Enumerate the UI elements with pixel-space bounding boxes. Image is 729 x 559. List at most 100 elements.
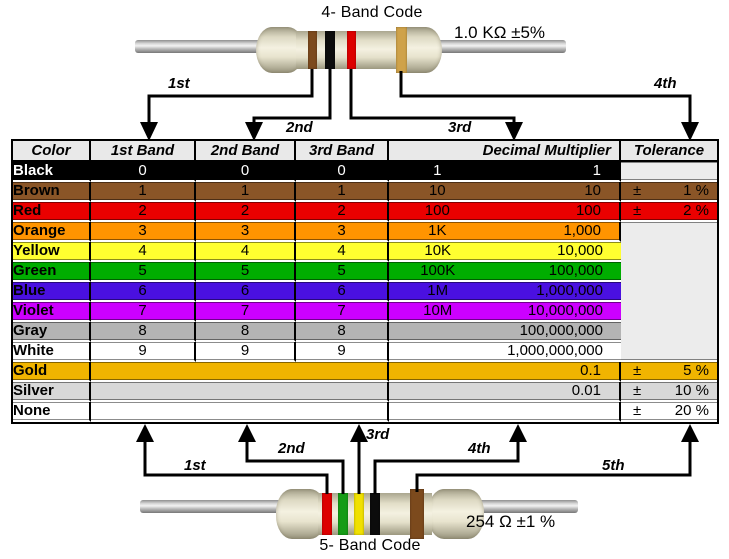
multiplier-abbreviation: 10K	[424, 242, 452, 259]
black-band	[370, 493, 380, 535]
table-row-white: White 9 9 9 1,000,000,000	[13, 342, 717, 362]
top-arrow-2nd	[252, 69, 332, 124]
tolerance-cell: ±1 %	[621, 182, 717, 202]
multiplier-value: 1	[592, 162, 601, 179]
multiplier-value: 1,000,000	[536, 282, 603, 299]
bottom-arrow-label-4th: 4th	[468, 440, 491, 457]
multiplier-abbreviation: 100	[424, 202, 450, 219]
decimal-multiplier-cell: 10M 10,000,000	[389, 302, 621, 322]
tolerance-cell: ±5 %	[621, 362, 717, 382]
multiplier-value: 10,000	[557, 242, 603, 259]
color-name-cell: White	[13, 342, 91, 362]
color-name-cell: Red	[13, 202, 91, 222]
decimal-multiplier-cell: 1M 1,000,000	[389, 282, 621, 302]
multiplier-value: 100,000,000	[519, 322, 603, 339]
band-cells-merged	[91, 382, 389, 402]
multiplier-value: 0.01	[571, 382, 601, 399]
band3-value-cell: 4	[296, 242, 389, 262]
bottom-arrowhead-1st	[136, 424, 154, 442]
table-header-row: Color 1st Band 2nd Band 3rd Band Decimal…	[13, 141, 717, 162]
plus-minus-symbol: ±	[633, 402, 642, 419]
table-row-red: Red 2 2 2 100 100 ±2 %	[13, 202, 717, 222]
tolerance-value: 10 %	[674, 382, 709, 399]
green-band	[338, 493, 348, 535]
top-resistor-value: 1.0 KΩ ±5%	[454, 23, 546, 42]
band1-value-cell: 2	[91, 202, 196, 222]
tolerance-cell: ±10 %	[621, 382, 717, 402]
top-arrow-3rd	[349, 69, 516, 124]
band1-value-cell: 8	[91, 322, 196, 342]
multiplier-abbreviation: 1K	[428, 222, 447, 239]
band1-value-cell: 4	[91, 242, 196, 262]
top-arrow-label-4th: 4th	[654, 75, 677, 92]
band3-value-cell: 8	[296, 322, 389, 342]
plus-minus-symbol: ±	[633, 362, 642, 379]
multiplier-abbreviation: 100K	[420, 262, 456, 279]
tolerance-cell: ±20 %	[621, 402, 717, 422]
bottom-resistor-body-left-cap	[276, 489, 326, 539]
multiplier-abbreviation: 10	[428, 182, 446, 199]
band2-value-cell: 0	[196, 162, 296, 182]
multiplier-abbreviation: 1M	[427, 282, 449, 299]
bottom-resistor-value: 254 Ω ±1 %	[466, 512, 556, 531]
band3-value-cell: 9	[296, 342, 389, 362]
tolerance-cell	[621, 222, 717, 362]
band1-value-cell: 5	[91, 262, 196, 282]
color-name-cell: Black	[13, 162, 91, 182]
multiplier-value: 1,000	[563, 222, 601, 239]
band3-value-cell: 5	[296, 262, 389, 282]
multiplier-value: 10	[584, 182, 601, 199]
brown-band	[410, 489, 424, 539]
band3-value-cell: 3	[296, 222, 389, 242]
band2-value-cell: 8	[196, 322, 296, 342]
multiplier-abbreviation: 10M	[423, 302, 453, 319]
color-code-table: Color 1st Band 2nd Band 3rd Band Decimal…	[11, 139, 719, 424]
table-row-black: Black 0 0 0 1 1	[13, 162, 717, 182]
table-row-violet: Violet 7 7 7 10M 10,000,000	[13, 302, 717, 322]
color-name-cell: Violet	[13, 302, 91, 322]
top-arrow-label-2nd: 2nd	[286, 119, 313, 136]
color-name-cell: Gray	[13, 322, 91, 342]
color-name-cell: Brown	[13, 182, 91, 202]
multiplier-value: 1,000,000,000	[507, 342, 603, 359]
band-cells-merged	[91, 362, 389, 382]
table-row-brown: Brown 1 1 1 10 10 ±1 %	[13, 182, 717, 202]
color-name-cell: None	[13, 402, 91, 422]
decimal-multiplier-cell: 100K 100,000	[389, 262, 621, 282]
header-decimal-multiplier: Decimal Multiplier	[389, 141, 621, 162]
bottom-arrow-label-5th: 5th	[602, 457, 625, 474]
header-3rd-band: 3rd Band	[296, 141, 389, 162]
band1-value-cell: 6	[91, 282, 196, 302]
color-name-cell: Gold	[13, 362, 91, 382]
decimal-multiplier-cell: 0.1	[389, 362, 621, 382]
red-band	[347, 31, 356, 69]
tolerance-value: 20 %	[674, 402, 709, 419]
band2-value-cell: 5	[196, 262, 296, 282]
tolerance-cell	[621, 162, 717, 182]
plus-minus-symbol: ±	[633, 382, 642, 399]
table-row-none: None ±20 %	[13, 402, 717, 422]
band3-value-cell: 1	[296, 182, 389, 202]
band2-value-cell: 2	[196, 202, 296, 222]
bottom-arrow-label-3rd: 3rd	[366, 426, 390, 443]
tolerance-cell: ±2 %	[621, 202, 717, 222]
tolerance-value: 2 %	[683, 202, 709, 219]
multiplier-value: 100,000	[548, 262, 603, 279]
table-row-blue: Blue 6 6 6 1M 1,000,000	[13, 282, 717, 302]
band3-value-cell: 6	[296, 282, 389, 302]
multiplier-value: 100	[575, 202, 601, 219]
table-row-gold: Gold 0.1 ±5 %	[13, 362, 717, 382]
four-band-title: 4- Band Code	[321, 4, 423, 21]
table-row-yellow: Yellow 4 4 4 10K 10,000	[13, 242, 717, 262]
table-row-silver: Silver 0.01 ±10 %	[13, 382, 717, 402]
table-row-gray: Gray 8 8 8 100,000,000	[13, 322, 717, 342]
band1-value-cell: 7	[91, 302, 196, 322]
bottom-arrow-4th	[373, 440, 520, 494]
color-name-cell: Orange	[13, 222, 91, 242]
bottom-arrow-5th	[415, 440, 692, 492]
band3-value-cell: 2	[296, 202, 389, 222]
band-cells-merged	[91, 402, 389, 422]
top-arrow-label-1st: 1st	[168, 75, 190, 92]
